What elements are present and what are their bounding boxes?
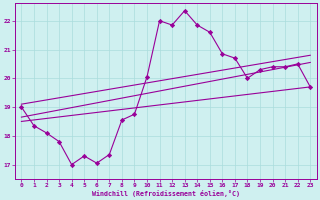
X-axis label: Windchill (Refroidissement éolien,°C): Windchill (Refroidissement éolien,°C)	[92, 190, 240, 197]
